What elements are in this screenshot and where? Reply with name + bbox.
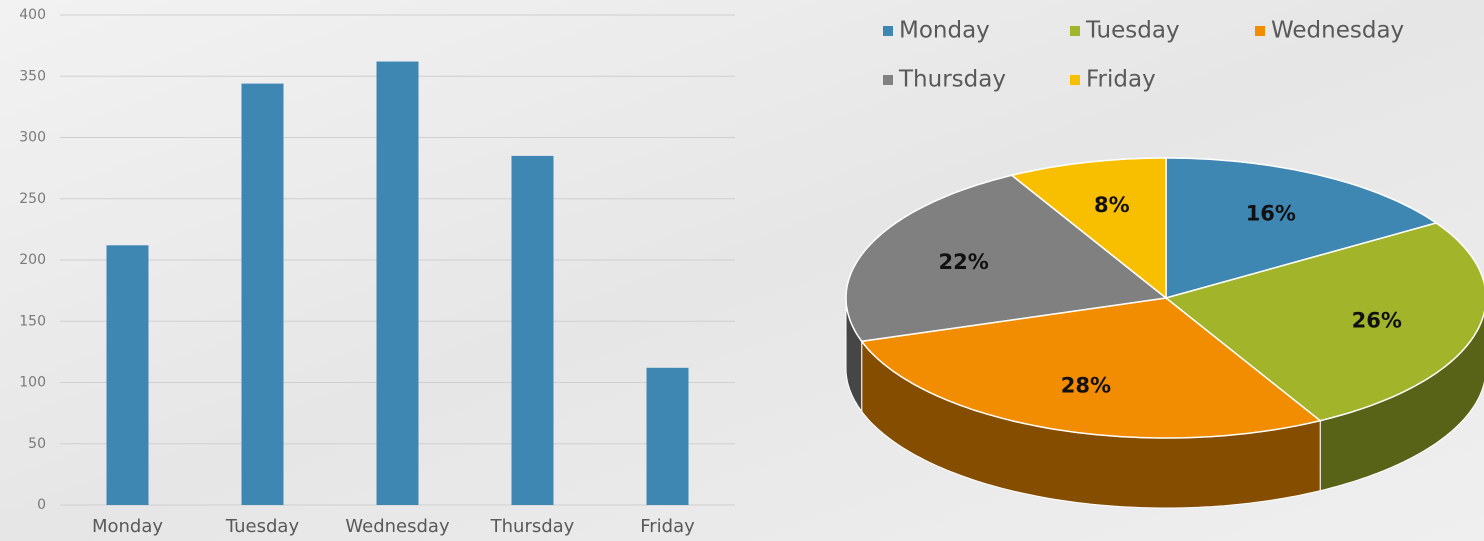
y-tick-label: 100: [19, 375, 46, 391]
data-label: 28%: [1061, 374, 1111, 398]
data-label: 16%: [1246, 202, 1296, 226]
x-tick-label: Friday: [640, 516, 695, 537]
bar: [107, 245, 149, 505]
y-tick-label: 300: [19, 130, 46, 146]
y-tick-label: 0: [37, 497, 46, 513]
bar: [377, 62, 419, 505]
y-tick-label: 400: [19, 7, 46, 23]
legend-swatch: [1255, 26, 1265, 36]
legend-label: Thursday: [898, 67, 1006, 93]
data-label: 22%: [939, 250, 989, 274]
bar: [512, 156, 554, 505]
legend-label: Monday: [899, 18, 990, 44]
legend-swatch: [883, 75, 893, 85]
page: 0 50 100 150 200 250 300 350 400 Monday Tuesday Wed…: [0, 0, 1484, 541]
x-tick-label: Tuesday: [225, 516, 300, 537]
x-tick-label: Wednesday: [345, 516, 450, 537]
bar: [242, 84, 284, 505]
y-tick-label: 200: [19, 252, 46, 268]
y-tick-label: 150: [19, 313, 46, 329]
y-tick-label: 50: [28, 436, 46, 452]
legend-label: Friday: [1086, 67, 1156, 93]
legend-swatch: [1070, 75, 1080, 85]
legend-label: Wednesday: [1271, 18, 1404, 44]
legend-swatch: [883, 26, 893, 36]
data-label: 8%: [1094, 193, 1130, 217]
legend-swatch: [1070, 26, 1080, 36]
x-tick-label: Thursday: [490, 516, 575, 537]
bar: [647, 368, 689, 505]
y-tick-label: 350: [19, 68, 46, 84]
y-tick-label: 250: [19, 191, 46, 207]
data-label: 26%: [1352, 309, 1402, 333]
legend-label: Tuesday: [1085, 18, 1180, 44]
chart: 0 50 100 150 200 250 300 350 400 Monday Tuesday Wed…: [0, 0, 1484, 541]
x-tick-label: Monday: [92, 516, 163, 537]
